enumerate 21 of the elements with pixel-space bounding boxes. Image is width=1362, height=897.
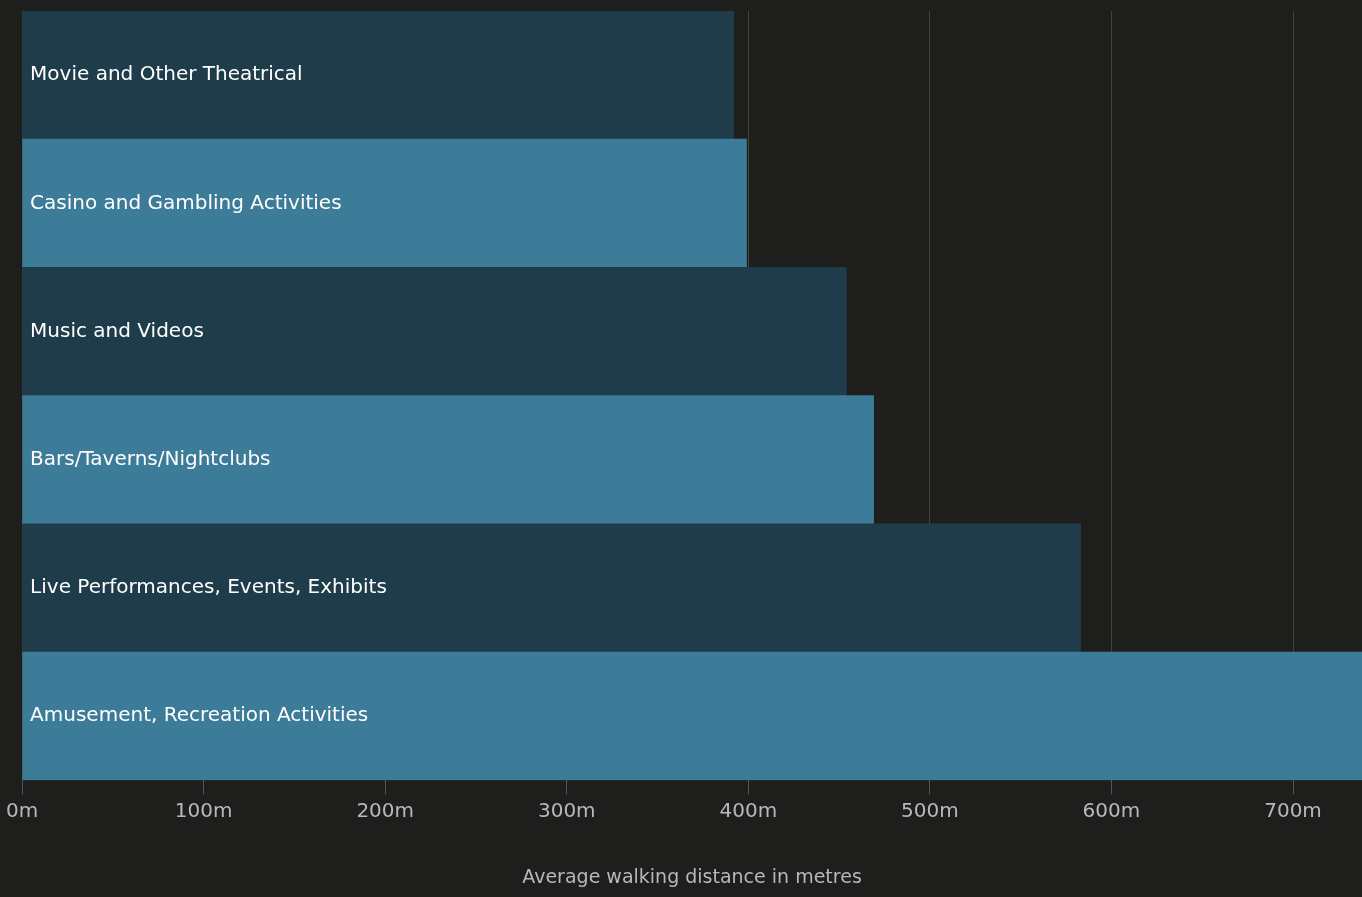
x-tick-label: 300m [537, 798, 596, 823]
bar [22, 651, 1362, 781]
y-tick-label: Live Performances, Events, Exhibits [30, 574, 387, 599]
x-axis-title: Average walking distance in metres [522, 864, 862, 887]
x-tick-label: 500m [901, 798, 959, 823]
x-tick-label: 600m [1082, 798, 1141, 823]
y-tick-label: Casino and Gambling Activities [30, 189, 342, 214]
y-tick-label: Amusement, Recreation Activities [30, 702, 369, 727]
x-tick-label: 0m [5, 798, 39, 823]
bar [22, 267, 847, 396]
bar [22, 523, 1081, 653]
x-tick-label: 700m [1264, 798, 1322, 823]
bar [22, 395, 874, 525]
y-tick-label: Bars/Taverns/Nightclubs [30, 445, 271, 470]
x-tick-label: 100m [174, 798, 233, 823]
bar [22, 11, 735, 140]
x-tick-label: 200m [356, 798, 415, 823]
y-tick-label: Music and Videos [30, 317, 204, 342]
x-tick-label: 400m [719, 798, 778, 823]
bar [22, 138, 747, 268]
y-tick-label: Movie and Other Theatrical [30, 61, 303, 86]
